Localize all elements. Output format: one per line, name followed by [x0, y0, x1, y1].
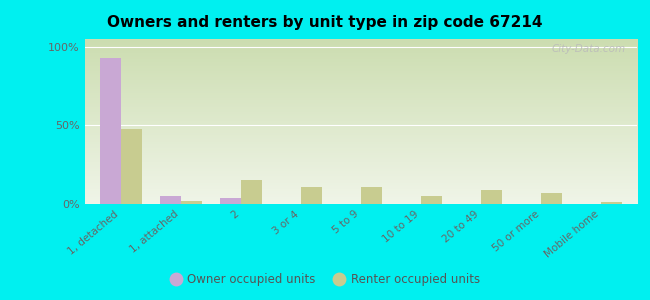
Bar	[159, 196, 181, 204]
Bar	[361, 187, 382, 204]
Text: Owners and renters by unit type in zip code 67214: Owners and renters by unit type in zip c…	[107, 15, 543, 30]
Bar	[301, 187, 322, 204]
Bar	[181, 201, 202, 204]
Bar	[220, 198, 240, 204]
Legend: Owner occupied units, Renter occupied units: Owner occupied units, Renter occupied un…	[165, 269, 485, 291]
Bar	[481, 190, 502, 204]
Bar	[99, 58, 120, 204]
Text: City-Data.com: City-Data.com	[552, 44, 626, 54]
Bar	[421, 196, 442, 204]
Bar	[541, 193, 562, 204]
Bar	[120, 129, 142, 204]
Bar	[240, 180, 262, 204]
Bar	[601, 202, 622, 204]
